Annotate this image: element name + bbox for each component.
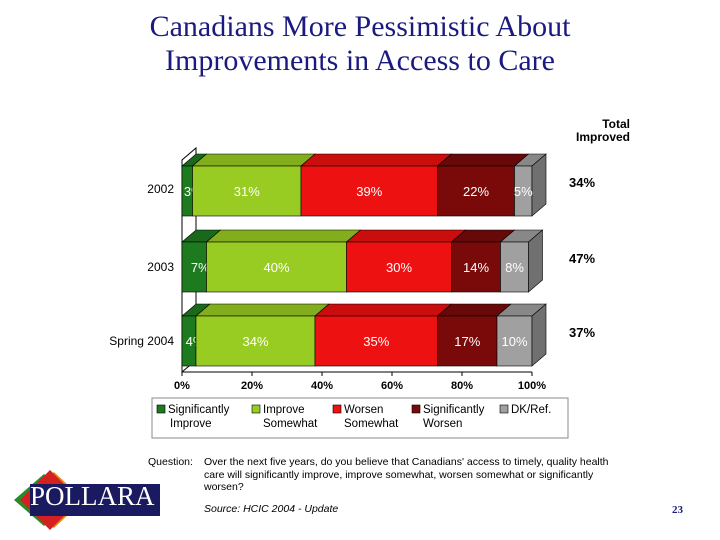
x-tick-label-1: 20% <box>241 380 263 392</box>
legend-label-2-1: Somewhat <box>344 418 399 430</box>
legend-swatch-2 <box>332 404 342 414</box>
title-line-2: Improvements in Access to Care <box>165 44 555 77</box>
bar-side-1 <box>528 229 543 293</box>
question-block: Question: Over the next five years, do y… <box>148 456 618 494</box>
data-label-0-1: 7% <box>191 260 210 275</box>
legend-label-3-0: Significantly <box>423 404 485 416</box>
page-title: Canadians More Pessimistic About Improve… <box>0 10 720 78</box>
data-label-2-1: 30% <box>386 260 412 275</box>
legend-swatch-0 <box>156 404 166 414</box>
legend-label-2-0: Worsen <box>344 404 383 416</box>
data-label-4-1: 8% <box>505 260 524 275</box>
bar-top-2-0 <box>300 153 453 167</box>
bar-top-3-0 <box>436 153 530 167</box>
data-label-3-1: 14% <box>463 260 489 275</box>
legend-swatch-4 <box>499 404 509 414</box>
pollara-logo <box>14 470 160 530</box>
total-improved-2: 37% <box>569 325 595 340</box>
legend-swatch-3 <box>411 404 421 414</box>
source-note: Source: HCIC 2004 - Update <box>204 503 339 515</box>
total-header-line-2: Improved <box>575 130 630 144</box>
legend-label-1-0: Improve <box>263 404 305 416</box>
legend-label-0-0: Significantly <box>168 404 230 416</box>
bar-top-2-1 <box>345 229 467 243</box>
title-line-1: Canadians More Pessimistic About <box>149 10 571 43</box>
x-tick-label-2: 40% <box>311 380 333 392</box>
data-label-4-0: 5% <box>514 184 533 199</box>
bar-top-1-1 <box>205 229 362 243</box>
bar-top-1-0 <box>191 153 316 167</box>
bar-side-2 <box>531 303 547 367</box>
logo-navy-band <box>30 484 160 516</box>
bar-segment-significantly-improve-1 <box>181 241 207 293</box>
total-improved-1: 47% <box>569 251 595 266</box>
total-improved-header: Total Improved <box>520 118 630 144</box>
data-label-3-2: 17% <box>454 334 480 349</box>
bar-segment-worsen-somewhat-2 <box>314 315 438 367</box>
page-number: 23 <box>672 504 683 516</box>
bar-segment-improve-somewhat-2 <box>195 315 316 367</box>
question-text: Over the next five years, do you believe… <box>204 456 609 493</box>
legend-label-0-1: Improve <box>170 418 212 430</box>
data-label-1-1: 40% <box>263 260 289 275</box>
legend-swatch-1 <box>251 404 261 414</box>
category-label-2: Spring 2004 <box>109 334 174 348</box>
total-improved-0: 34% <box>569 175 595 190</box>
data-label-3-0: 22% <box>463 184 489 199</box>
legend-label-3-1: Worsen <box>423 418 462 430</box>
bar-segment-significantly-worsen-2 <box>437 315 498 367</box>
bar-segment-improve-somewhat-0 <box>192 165 302 217</box>
category-label-1: 2003 <box>147 260 174 274</box>
data-label-4-2: 10% <box>501 334 527 349</box>
bar-segment-worsen-somewhat-0 <box>300 165 438 217</box>
data-label-1-0: 31% <box>234 184 260 199</box>
data-label-2-2: 35% <box>363 334 389 349</box>
legend-label-4-0: DK/Ref. <box>511 404 551 416</box>
x-tick-label-3: 60% <box>381 380 403 392</box>
legend-box <box>151 397 569 439</box>
bar-top-1-2 <box>195 303 330 317</box>
bar-segment-worsen-somewhat-1 <box>346 241 452 293</box>
legend-label-1-1: Somewhat <box>263 418 318 430</box>
x-tick-label-4: 80% <box>451 380 473 392</box>
data-label-2-0: 39% <box>356 184 382 199</box>
bar-segment-significantly-worsen-0 <box>437 165 515 217</box>
x-tick-label-5: 100% <box>518 380 546 392</box>
question-label: Question: <box>148 456 193 468</box>
bar-top-2-2 <box>314 303 453 317</box>
bar-side-0 <box>531 153 547 217</box>
x-tick-label-0: 0% <box>174 380 190 392</box>
logo-text: POLLARA <box>30 481 155 511</box>
total-header-line-1: Total <box>602 117 630 131</box>
bar-segment-dk-ref--1 <box>500 241 529 293</box>
category-label-0: 2002 <box>147 182 174 196</box>
data-label-1-2: 34% <box>242 334 268 349</box>
